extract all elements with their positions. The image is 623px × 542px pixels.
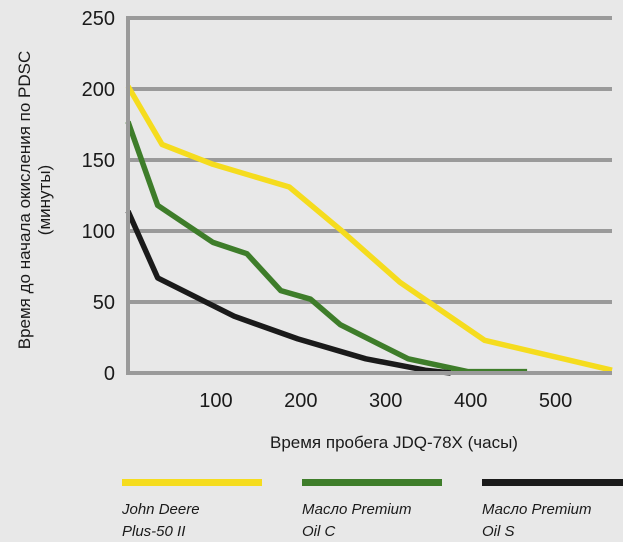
legend-swatch-2 [302,479,442,486]
y-axis-title-line-2: (минуты) [35,165,54,235]
y-axis-title: Время до начала окисления по PDSC(минуты… [15,51,54,350]
legend-label-3: Масло Premium Oil S [482,501,591,540]
series-line-2 [125,120,528,375]
axes: 0 50 100 150 200 250 100 200 300 400 500 Время проб… [15,8,612,452]
x-tick-label-400: 400 [454,390,487,412]
legend-label-2: Масло Premium Oil C [302,501,411,540]
x-tick-label-100: 100 [199,390,232,412]
x-axis-title: Время пробега JDQ-78X (часы) [270,433,518,452]
legend-label-3-line-2: Oil S [482,523,515,540]
y-tick-label-100: 100 [82,221,115,243]
y-tick-label-50: 50 [93,292,115,314]
legend-label-2-line-1: Масло Premium [302,501,411,518]
legend-label-2-line-2: Oil C [302,523,336,540]
series-line-1 [125,84,613,373]
y-tick-label-250: 250 [82,8,115,30]
x-tick-label-200: 200 [284,390,317,412]
y-tick-label-200: 200 [82,79,115,101]
legend-swatch-3 [482,479,623,486]
y-tick-label-0: 0 [104,363,115,385]
y-axis-title-line-1: Время до начала окисления по PDSC [15,51,34,350]
x-tick-label-300: 300 [369,390,402,412]
x-tick-label-500: 500 [539,390,572,412]
series-line-3 [125,209,452,376]
legend-label-1-line-1: John Deere [121,501,200,518]
y-tick-label-150: 150 [82,150,115,172]
legend-label-1: John Deere Plus-50 II [121,501,200,540]
legend-swatch-1 [122,479,262,486]
series-lines [125,84,613,376]
legend-label-3-line-1: Масло Premium [482,501,591,518]
legend-label-1-line-2: Plus-50 II [122,523,185,540]
